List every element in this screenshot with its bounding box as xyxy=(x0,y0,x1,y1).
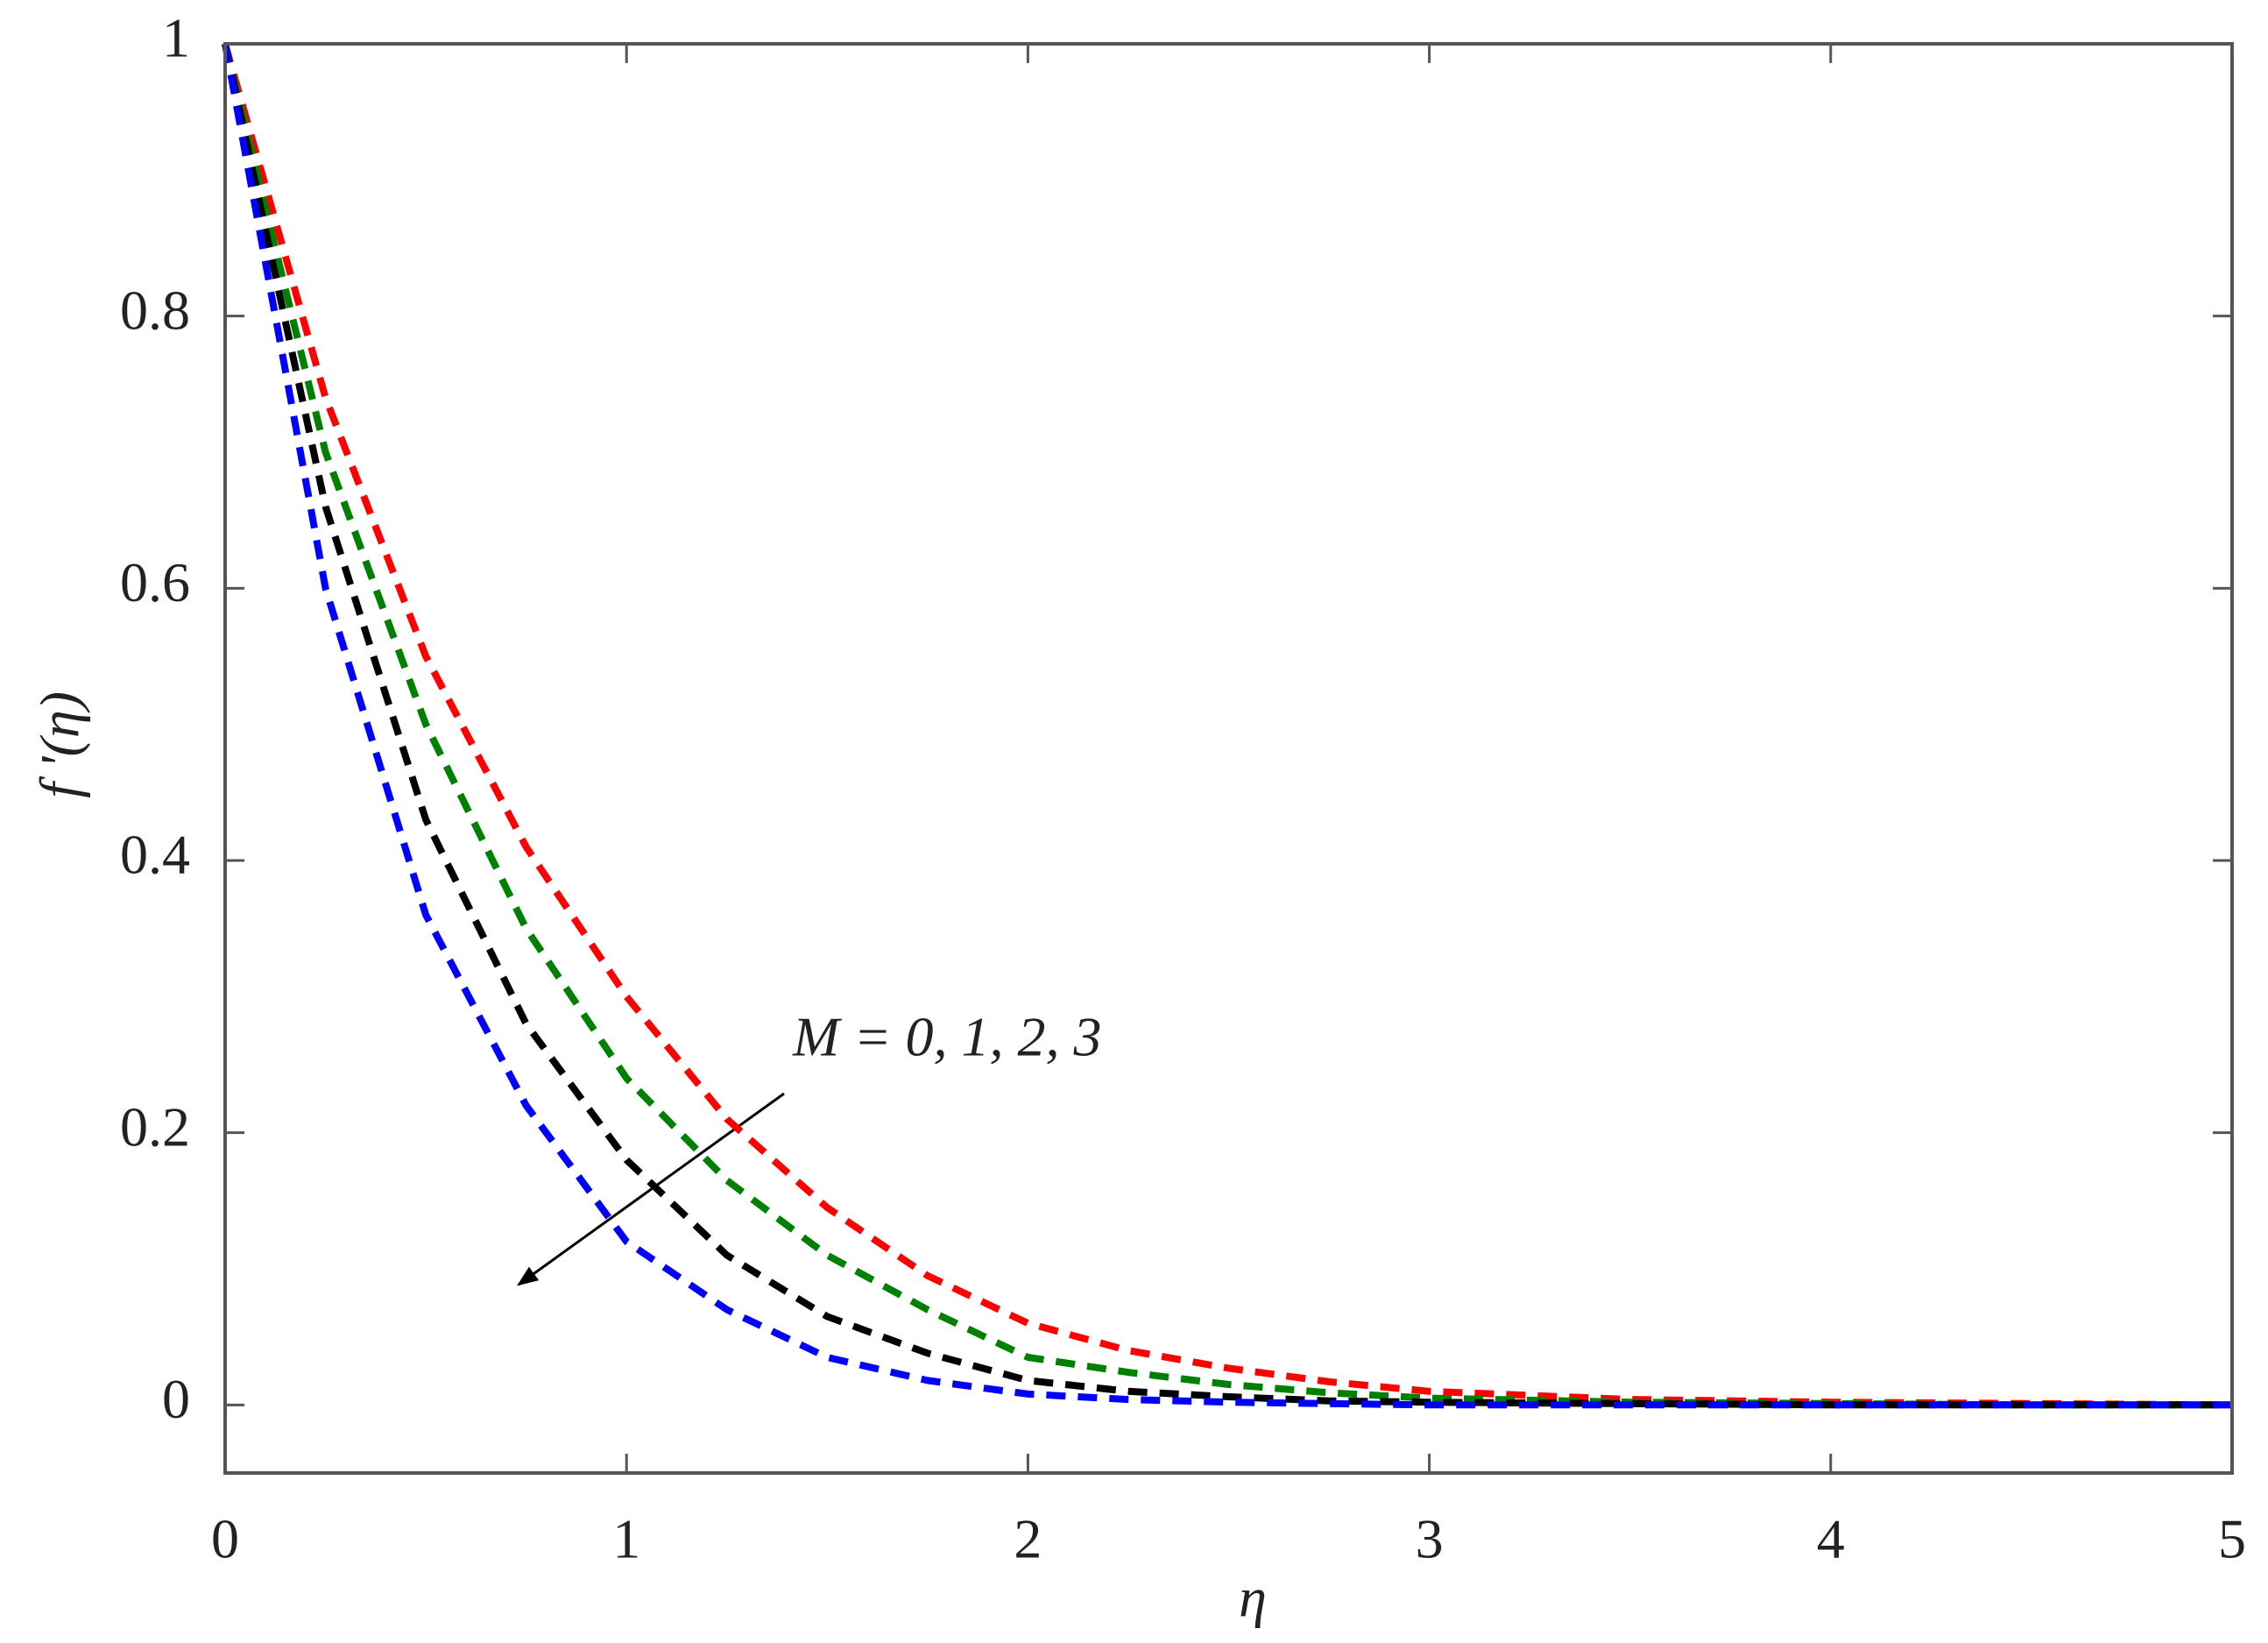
y-tick-label: 0.6 xyxy=(120,551,190,613)
x-axis-label: η xyxy=(1239,1567,1267,1629)
y-tick-label: 0.8 xyxy=(120,279,190,341)
x-tick-label: 1 xyxy=(612,1508,640,1570)
y-tick-label: 0 xyxy=(162,1368,190,1430)
x-tick-label: 2 xyxy=(1014,1508,1042,1570)
y-tick-label: 1 xyxy=(162,7,190,69)
line-series xyxy=(222,42,2233,1409)
y-axis-label: f '(η) xyxy=(29,691,91,798)
x-tick-label: 5 xyxy=(2218,1508,2246,1570)
x-tick-label: 3 xyxy=(1416,1508,1444,1570)
annotation: M = 0, 1, 2, 3 xyxy=(792,1006,1102,1068)
y-tick-label: 0.2 xyxy=(120,1095,190,1158)
line-series xyxy=(222,43,2232,1409)
x-tick-label: 0 xyxy=(211,1508,239,1570)
x-tick-label: 4 xyxy=(1817,1508,1845,1570)
line-series xyxy=(222,43,2232,1409)
annotation-arrow xyxy=(517,1092,785,1286)
line-series xyxy=(222,43,2232,1409)
plot-frame xyxy=(223,42,2234,1475)
y-tick-label: 0.4 xyxy=(120,824,190,886)
